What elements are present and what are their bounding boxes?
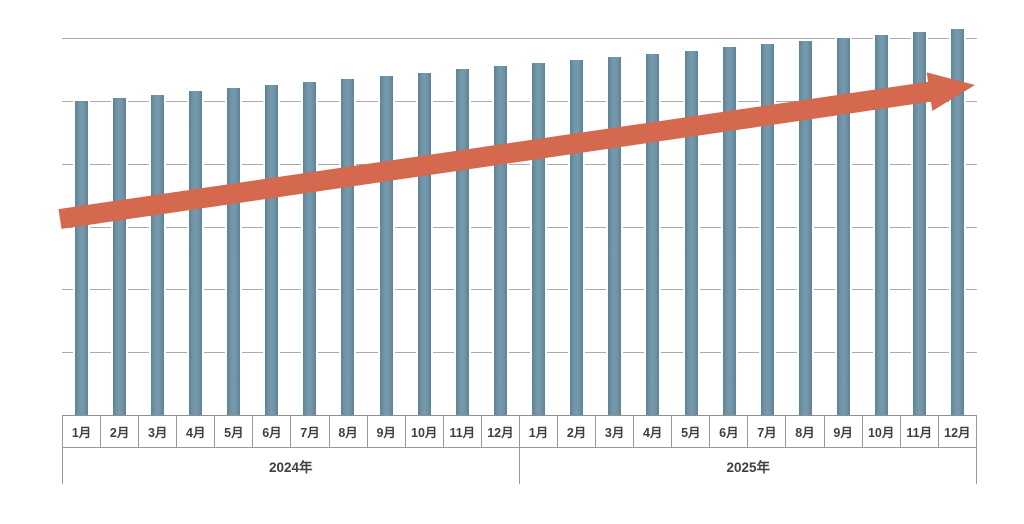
- month-cell: 7月: [748, 416, 787, 447]
- gridline: [62, 352, 977, 354]
- month-cell: 5月: [672, 416, 711, 447]
- bar-2025年-1月: [530, 63, 548, 415]
- bar-2024年-9月: [377, 75, 395, 415]
- month-row: 1月 2月 3月 4月 5月 6月 7月 8月 9月 10月 11月 12月 1月 2月 3月 4月 5月 6月 7…: [62, 415, 977, 448]
- month-cell: 10月: [863, 416, 901, 447]
- bar-2024年-11月: [453, 69, 471, 415]
- bar-2025年-6月: [720, 47, 738, 415]
- bar-2024年-12月: [491, 66, 509, 415]
- month-cell: 12月: [944, 426, 971, 440]
- bar-2025年-7月: [758, 44, 776, 415]
- bar-2024年-7月: [301, 82, 319, 415]
- month-cell: 10月: [406, 416, 444, 447]
- month-cell: 1月: [63, 416, 102, 447]
- month-cell: 9月: [825, 416, 863, 447]
- year-separator-left: [62, 448, 63, 484]
- bar-2024年-5月: [225, 88, 243, 415]
- month-cell: 4月: [177, 416, 216, 447]
- year-label-2025: 2025年: [726, 460, 771, 475]
- month-cell: 11月: [901, 416, 939, 447]
- month-cell: 11月: [444, 416, 482, 447]
- bar-2024年-2月: [110, 97, 128, 415]
- month-cell: 2月: [558, 416, 597, 447]
- plot-area: [62, 28, 977, 415]
- month-cell: 5月: [215, 416, 254, 447]
- month-cell: 3月: [139, 416, 178, 447]
- bar-2025年-11月: [911, 31, 929, 415]
- bar-2024年-10月: [415, 72, 433, 415]
- bar-2024年-8月: [339, 78, 357, 415]
- bar-2025年-10月: [873, 34, 891, 415]
- month-cell: 6月: [710, 416, 749, 447]
- month-cell: 4月: [634, 416, 673, 447]
- year-separator-mid: [519, 448, 520, 484]
- gridline: [62, 289, 977, 291]
- bar-2024年-3月: [148, 94, 166, 415]
- month-cell: 1月: [520, 416, 559, 447]
- bar-2025年-3月: [606, 56, 624, 415]
- month-cell: 12月: [482, 416, 520, 447]
- year-row: 2024年 2025年: [62, 448, 977, 484]
- bar-2025年-4月: [644, 53, 662, 415]
- month-cell: 6月: [253, 416, 292, 447]
- bar-2025年-2月: [568, 60, 586, 415]
- month-cell: 3月: [596, 416, 635, 447]
- bar-2025年-12月: [949, 28, 967, 415]
- category-axis: 1月 2月 3月 4月 5月 6月 7月 8月 9月 10月 11月 12月 1月 2月 3月 4月 5月 6月 7…: [62, 415, 977, 484]
- month-cell: 7月: [291, 416, 330, 447]
- gridline: [62, 38, 977, 39]
- bar-2024年-6月: [263, 85, 281, 415]
- month-cell: 9月: [368, 416, 406, 447]
- bar-2024年-1月: [72, 100, 90, 415]
- year-separator-right: [976, 448, 977, 484]
- year-label-2024: 2024年: [268, 460, 313, 475]
- month-cell: 2月: [101, 416, 140, 447]
- bar-2024年-4月: [186, 91, 204, 415]
- month-cell: 8月: [330, 416, 368, 447]
- bar-2025年-9月: [835, 38, 853, 415]
- bar-2025年-5月: [682, 50, 700, 415]
- month-cell: 8月: [786, 416, 825, 447]
- bar-2025年-8月: [796, 41, 814, 415]
